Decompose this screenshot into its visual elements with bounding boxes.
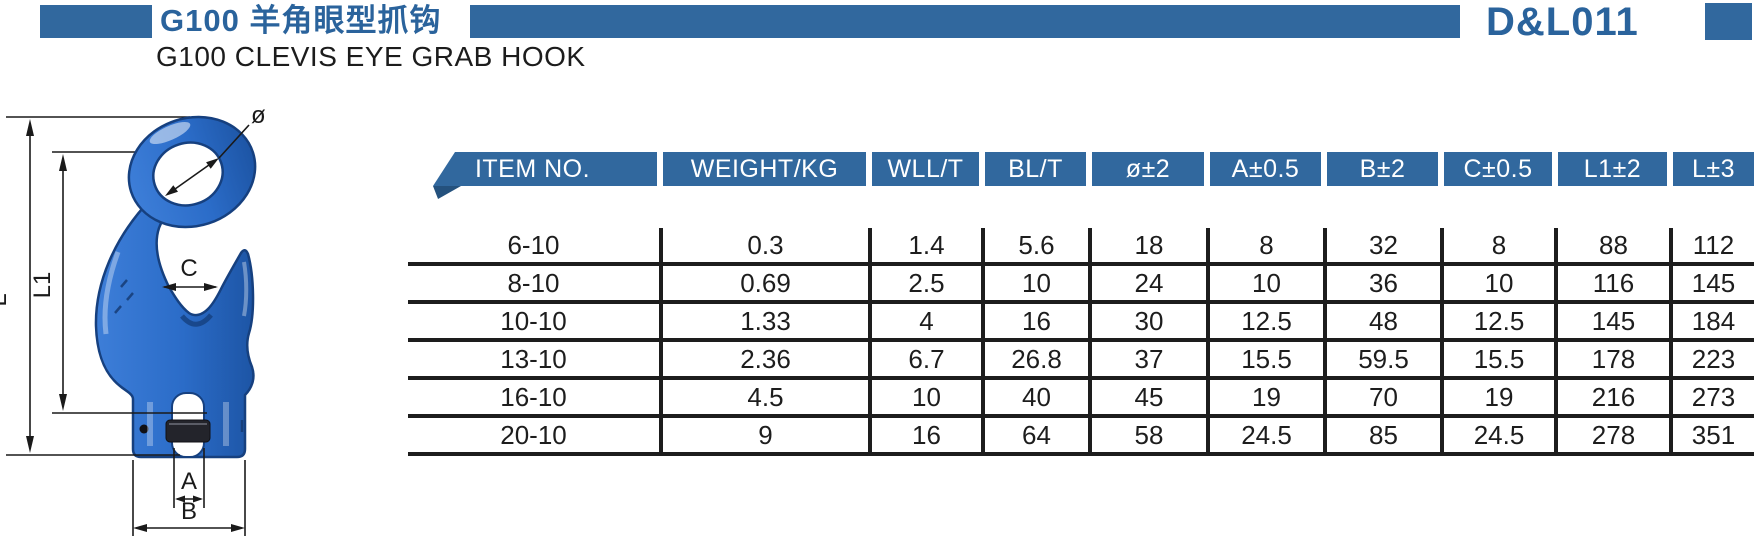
document-code: D&L011 [1486, 0, 1639, 44]
header-accent-bar-middle [470, 5, 1460, 38]
table-cell: 223 [1691, 343, 1736, 374]
dim-label-B: B [181, 498, 197, 525]
table-cell: 0.3 [663, 228, 872, 262]
table-cell: 112 [1692, 229, 1735, 260]
table-cell: 4 [872, 304, 985, 338]
table-cell: 40 [985, 380, 1092, 414]
hook-illustration [94, 115, 257, 459]
table-cell: 32 [1327, 228, 1444, 262]
table-cell: 145 [1558, 304, 1673, 338]
dim-label-diameter: ø [251, 102, 266, 129]
table-body: 6-10 0.3 1.4 5.6 18 8 32 8 88 112 8-10 0.69 2.5 10 24 1… [408, 228, 1754, 456]
column-header: C±0.5 [1444, 152, 1558, 186]
table-cell: 88 [1558, 228, 1673, 262]
table-cell: 16 [985, 304, 1092, 338]
table-cell: 10 [1444, 266, 1558, 300]
table-cell: 85 [1327, 418, 1444, 452]
column-header: B±2 [1327, 152, 1444, 186]
pin-hole [139, 424, 149, 434]
table-row: 8-10 0.69 2.5 10 24 10 36 10 116 145 [408, 266, 1754, 304]
table-cell: 59.5 [1327, 342, 1444, 376]
column-header: WEIGHT/KG [663, 152, 872, 186]
table-cell: 58 [1092, 418, 1210, 452]
table-cell: 24.5 [1444, 418, 1558, 452]
table-cell: 24 [1092, 266, 1210, 300]
column-header: ø±2 [1092, 152, 1210, 186]
table-cell: 18 [1092, 228, 1210, 262]
dimension-annotations: L L1 ø C A [0, 102, 266, 536]
table-cell: 19 [1210, 380, 1327, 414]
table-cell: 1.4 [872, 228, 985, 262]
table-cell: 10 [1210, 266, 1327, 300]
table-cell: 70 [1327, 380, 1444, 414]
table-cell: 24.5 [1210, 418, 1327, 452]
table-cell: 216 [1558, 380, 1673, 414]
column-header: A±0.5 [1210, 152, 1327, 186]
hook-technical-drawing: L L1 ø C A [0, 102, 266, 536]
table-header-row: ITEM NO. WEIGHT/KG WLL/T BL/T ø±2 A±0.5 B±2 C±0… [408, 152, 1754, 186]
column-header: WLL/T [872, 152, 985, 186]
dim-label-L: L [0, 293, 12, 306]
table-row: 20-10 9 16 64 58 24.5 85 24.5 278 351 [408, 418, 1754, 456]
table-cell: 178 [1558, 342, 1673, 376]
table-cell: 16 [872, 418, 985, 452]
table-cell: 20-10 [408, 418, 663, 452]
table-cell: 8 [1444, 228, 1558, 262]
table-row: 16-10 4.5 10 40 45 19 70 19 216 273 [408, 380, 1754, 418]
header-pennant-tail [433, 186, 461, 199]
table-cell: 10-10 [408, 304, 663, 338]
table-cell: 351 [1691, 419, 1736, 450]
table-cell: 64 [985, 418, 1092, 452]
table-cell: 6.7 [872, 342, 985, 376]
table-cell: 36 [1327, 266, 1444, 300]
table-row: 6-10 0.3 1.4 5.6 18 8 32 8 88 112 [408, 228, 1754, 266]
header-accent-bar-right [1705, 3, 1752, 40]
table-cell: 16-10 [408, 380, 663, 414]
table-cell: 1.33 [663, 304, 872, 338]
table-cell: 26.8 [985, 342, 1092, 376]
column-header: BL/T [985, 152, 1092, 186]
table-row: 13-10 2.36 6.7 26.8 37 15.5 59.5 15.5 178 223 [408, 342, 1754, 380]
column-header: L±3 [1673, 152, 1754, 186]
table-cell: 5.6 [985, 228, 1092, 262]
table-cell: 48 [1327, 304, 1444, 338]
specification-table: ITEM NO. WEIGHT/KG WLL/T BL/T ø±2 A±0.5 B±2 C±0… [408, 152, 1754, 456]
table-cell: 15.5 [1444, 342, 1558, 376]
table-cell: 2.36 [663, 342, 872, 376]
table-cell: 8 [1210, 228, 1327, 262]
table-cell: 6-10 [408, 228, 663, 262]
table-cell: 12.5 [1210, 304, 1327, 338]
table-cell: 15.5 [1210, 342, 1327, 376]
dim-label-L1: L1 [29, 272, 56, 299]
table-row: 10-10 1.33 4 16 30 12.5 48 12.5 145 184 [408, 304, 1754, 342]
page-title-english: G100 CLEVIS EYE GRAB HOOK [156, 41, 586, 72]
page-title-chinese: G100 羊角眼型抓钩 [160, 3, 442, 38]
table-cell: 278 [1558, 418, 1673, 452]
table-cell: 273 [1691, 381, 1736, 412]
table-cell: 10 [985, 266, 1092, 300]
table-cell: 10 [872, 380, 985, 414]
table-cell: 30 [1092, 304, 1210, 338]
table-cell: 4.5 [663, 380, 872, 414]
column-header: ITEM NO. [433, 152, 663, 186]
table-cell: 37 [1092, 342, 1210, 376]
table-cell: 2.5 [872, 266, 985, 300]
column-header: L1±2 [1558, 152, 1673, 186]
table-cell: 12.5 [1444, 304, 1558, 338]
table-cell: 145 [1691, 267, 1736, 298]
header-accent-bar-left [40, 5, 152, 38]
table-cell: 184 [1691, 305, 1736, 336]
dim-label-A: A [181, 468, 197, 495]
dim-label-C: C [180, 255, 197, 282]
table-cell: 116 [1558, 266, 1673, 300]
table-cell: 19 [1444, 380, 1558, 414]
table-cell: 13-10 [408, 342, 663, 376]
table-cell: 45 [1092, 380, 1210, 414]
table-cell: 0.69 [663, 266, 872, 300]
clevis-pin [165, 419, 211, 443]
table-cell: 9 [663, 418, 872, 452]
table-cell: 8-10 [408, 266, 663, 300]
